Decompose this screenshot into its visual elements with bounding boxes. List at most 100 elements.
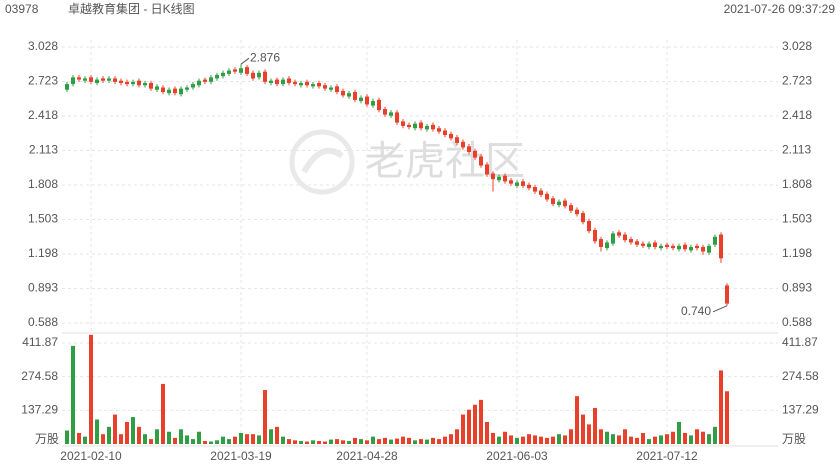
- candle-body: [503, 175, 507, 182]
- candle-body: [419, 122, 423, 129]
- volume-bar: [191, 439, 195, 444]
- volume-bar: [101, 434, 105, 444]
- candle-body: [257, 72, 261, 78]
- candle-body: [353, 92, 357, 100]
- volume-bar: [545, 437, 549, 444]
- candle-body: [653, 242, 657, 247]
- volume-bar: [71, 345, 75, 444]
- candle-body: [395, 112, 399, 123]
- volume-tick-label-right: 274.58: [782, 369, 819, 383]
- volume-bar: [479, 399, 483, 444]
- volume-bar: [551, 436, 555, 444]
- candle-body: [563, 200, 567, 207]
- volume-bar: [725, 391, 729, 444]
- y-tick-label: 2.113: [29, 143, 58, 157]
- candle-body: [149, 82, 153, 89]
- candle-body: [437, 128, 441, 132]
- volume-bar: [227, 439, 231, 444]
- candle-body: [83, 78, 87, 81]
- volume-bar: [65, 430, 69, 444]
- candle-body: [725, 285, 729, 304]
- volume-bar: [713, 426, 717, 444]
- volume-bar: [413, 440, 417, 444]
- volume-bar: [509, 435, 513, 444]
- volume-bar: [563, 435, 567, 444]
- candle-body: [323, 85, 327, 89]
- volume-bar: [677, 421, 681, 444]
- candle-body: [683, 244, 687, 250]
- candle-body: [521, 181, 525, 186]
- candle-body: [641, 243, 645, 246]
- volume-bar: [269, 429, 273, 444]
- candle-body: [461, 141, 465, 148]
- candle-body: [689, 246, 693, 251]
- candle-body: [311, 84, 315, 87]
- candle-body: [203, 79, 207, 82]
- volume-bar: [641, 432, 645, 444]
- candle-body: [161, 87, 165, 93]
- volume-bar: [689, 435, 693, 444]
- volume-bar: [113, 414, 117, 444]
- candle-body: [227, 70, 231, 74]
- volume-tick-label: 137.29: [21, 403, 58, 417]
- candle-body: [89, 77, 93, 82]
- logo-mark: [301, 147, 344, 174]
- volume-bar: [305, 441, 309, 444]
- candle-body: [551, 198, 555, 205]
- volume-bar: [341, 440, 345, 444]
- volume-bar: [365, 440, 369, 444]
- volume-bar: [455, 429, 459, 444]
- volume-bar: [173, 437, 177, 444]
- candle-body: [125, 81, 129, 85]
- volume-bar: [575, 396, 579, 444]
- candle-body: [275, 79, 279, 85]
- volume-tick-label-right: 411.87: [782, 335, 818, 349]
- volume-bar: [329, 439, 333, 444]
- y-tick-label: 3.028: [28, 39, 58, 53]
- volume-bar: [323, 441, 327, 444]
- volume-bar: [89, 334, 93, 444]
- candle-body: [389, 112, 393, 116]
- volume-bar: [617, 435, 621, 444]
- volume-bar: [707, 434, 711, 444]
- candle-body: [491, 173, 495, 180]
- volume-bar: [527, 434, 531, 444]
- volume-bar: [245, 434, 249, 444]
- candle-body: [137, 80, 141, 86]
- volume-bar: [431, 437, 435, 444]
- candle-body: [635, 241, 639, 245]
- volume-bar: [587, 424, 591, 444]
- volume-bar: [629, 436, 633, 444]
- volume-bar: [149, 439, 153, 444]
- volume-bar: [389, 439, 393, 444]
- candle-body: [467, 146, 471, 152]
- volume-bar: [461, 414, 465, 444]
- volume-bar: [701, 431, 705, 444]
- candle-body: [593, 230, 597, 242]
- candle-body: [701, 246, 705, 252]
- candle-body: [533, 187, 537, 192]
- candle-body: [371, 101, 375, 106]
- candle-body: [317, 82, 321, 87]
- candle-body: [611, 233, 615, 244]
- volume-bar: [203, 441, 207, 444]
- candle-body: [569, 205, 573, 211]
- candle-body: [191, 84, 195, 88]
- x-tick-label: 2021-03-19: [210, 449, 272, 463]
- volume-bar: [485, 421, 489, 444]
- volume-bar: [581, 414, 585, 444]
- candle-body: [401, 121, 405, 126]
- candle-body: [617, 232, 621, 236]
- volume-bar: [107, 426, 111, 444]
- volume-bar: [683, 432, 687, 444]
- candle-body: [71, 77, 75, 85]
- candle-body: [269, 80, 273, 83]
- volume-bar: [659, 435, 663, 444]
- volume-bar: [407, 437, 411, 444]
- y-tick-label-right: 3.028: [782, 39, 812, 53]
- y-tick-label: 2.723: [28, 74, 58, 88]
- candle-body: [101, 78, 105, 81]
- candle-body: [443, 130, 447, 136]
- y-tick-label-right: 1.503: [782, 212, 812, 226]
- volume-bar: [491, 432, 495, 444]
